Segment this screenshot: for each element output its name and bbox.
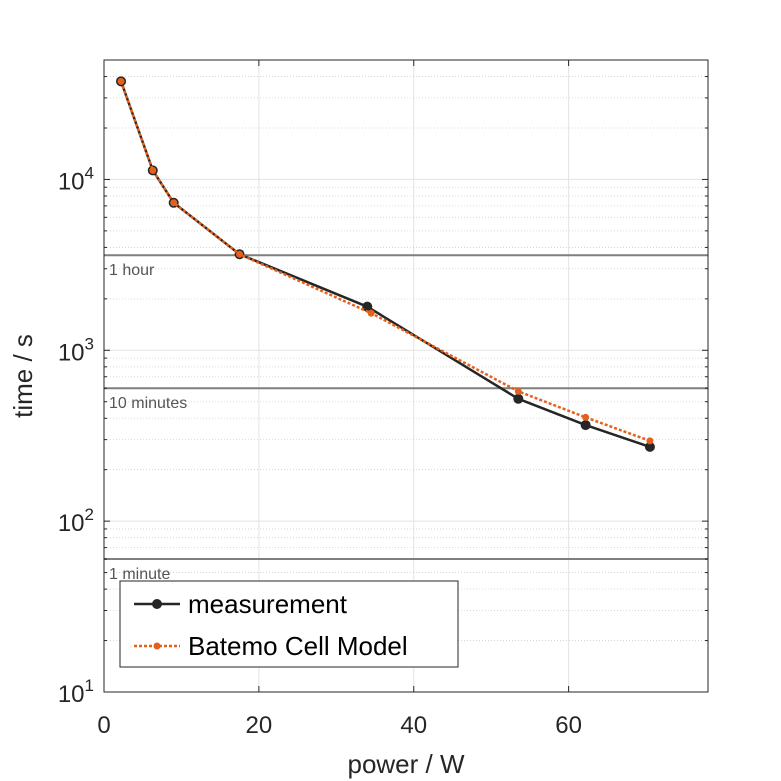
data-point xyxy=(513,393,524,404)
y-tick-base: 10 xyxy=(58,168,85,195)
data-point xyxy=(644,441,655,452)
axis-ticks xyxy=(103,59,708,693)
x-tick-labels: 0 20 40 60 xyxy=(97,712,582,739)
y-tick-exponent: 1 xyxy=(85,676,94,695)
plot-frame xyxy=(103,59,709,693)
legend-batemo-label: Batemo Cell Model xyxy=(188,631,408,661)
x-tick-label: 40 xyxy=(400,712,427,739)
y-axis-title: time / s xyxy=(8,334,38,418)
x-tick-label: 20 xyxy=(246,712,273,739)
legend-measurement-marker xyxy=(152,599,162,609)
y-tick-exponent: 2 xyxy=(85,505,94,524)
legend-box xyxy=(119,580,459,668)
reference-lines: 1 hour 10 minutes 1 minute xyxy=(104,254,708,583)
x-axis-title: power / W xyxy=(347,749,464,779)
legend-measurement-label: measurement xyxy=(188,589,348,619)
legend: measurement Batemo Cell Model xyxy=(119,580,459,668)
y-tick-label: 103 xyxy=(58,334,94,366)
y-tick-base: 10 xyxy=(58,681,85,708)
series-line xyxy=(119,80,651,443)
data-point xyxy=(582,413,590,421)
y-tick-label: 101 xyxy=(58,676,94,708)
y-tick-exponent: 3 xyxy=(85,334,94,353)
legend-batemo-marker xyxy=(153,642,161,650)
data-point xyxy=(580,420,591,431)
y-tick-exponent: 4 xyxy=(85,163,94,182)
data-point xyxy=(367,309,375,317)
data-point xyxy=(236,250,244,258)
data-point xyxy=(117,77,125,85)
reference-line-label: 1 hour xyxy=(109,262,155,279)
data-point xyxy=(514,387,522,395)
series-layer xyxy=(116,76,655,452)
x-tick-label: 0 xyxy=(97,712,110,739)
series-batemo-cell-model xyxy=(117,77,654,445)
data-point xyxy=(362,301,373,312)
y-tick-base: 10 xyxy=(58,510,85,537)
y-tick-base: 10 xyxy=(58,339,85,366)
y-tick-label: 102 xyxy=(58,505,94,537)
data-point xyxy=(170,199,178,207)
y-gridlines xyxy=(104,59,708,641)
data-point xyxy=(149,166,157,174)
reference-line-label: 1 minute xyxy=(109,566,170,583)
x-tick-label: 60 xyxy=(555,712,582,739)
reference-line-label: 10 minutes xyxy=(109,395,187,412)
y-tick-label: 104 xyxy=(58,163,94,195)
data-point xyxy=(646,437,654,445)
